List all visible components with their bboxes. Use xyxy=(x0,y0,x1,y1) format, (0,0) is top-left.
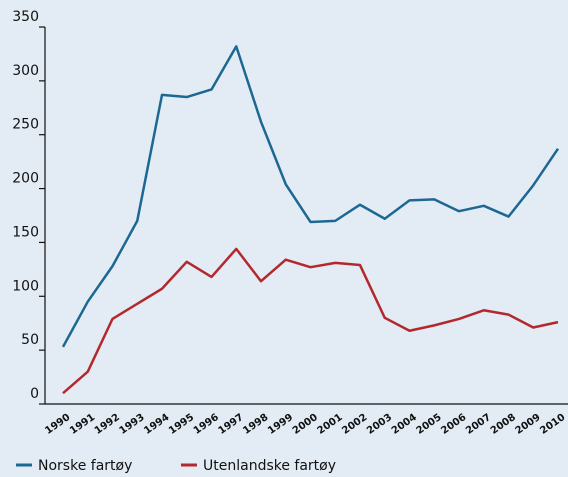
y-tick-label: 150 xyxy=(12,224,39,240)
y-tick-label: 350 xyxy=(12,9,39,25)
y-tick-label: 50 xyxy=(21,332,39,348)
x-tick-label: 2002 xyxy=(340,412,369,437)
y-tick-label: 100 xyxy=(12,278,39,294)
x-tick-label: 2007 xyxy=(464,412,493,437)
x-tick-label: 2008 xyxy=(489,412,518,437)
x-tick-label: 1995 xyxy=(167,412,196,437)
legend-label: Utenlandske fartøy xyxy=(203,458,336,474)
x-tick-label: 1992 xyxy=(93,412,122,437)
x-tick-label: 1998 xyxy=(241,412,270,437)
x-tick-label: 2000 xyxy=(291,412,320,437)
x-tick-label: 2001 xyxy=(316,412,345,437)
y-tick-label: 0 xyxy=(30,386,39,402)
x-tick-label: 2005 xyxy=(415,412,444,437)
x-tick-label: 2004 xyxy=(390,412,419,437)
series-line xyxy=(61,45,560,348)
x-tick-label: 1999 xyxy=(266,412,295,437)
series-line xyxy=(62,247,559,395)
x-tick-label: 1990 xyxy=(43,412,72,437)
y-tick-label: 250 xyxy=(12,117,39,133)
x-tick-label: 1993 xyxy=(118,412,147,437)
x-tick-label: 1996 xyxy=(192,412,221,437)
x-tick-label: 1994 xyxy=(142,412,171,437)
y-tick-label: 200 xyxy=(12,171,39,187)
x-tick-label: 2009 xyxy=(514,412,543,437)
x-tick-label: 2010 xyxy=(538,412,567,437)
y-tick-label: 300 xyxy=(12,63,39,79)
x-tick-label: 1997 xyxy=(217,412,246,437)
legend-label: Norske fartøy xyxy=(38,458,132,474)
x-tick-label: 2006 xyxy=(439,412,468,437)
x-tick-label: 2003 xyxy=(365,412,394,437)
x-tick-label: 1991 xyxy=(68,412,97,437)
